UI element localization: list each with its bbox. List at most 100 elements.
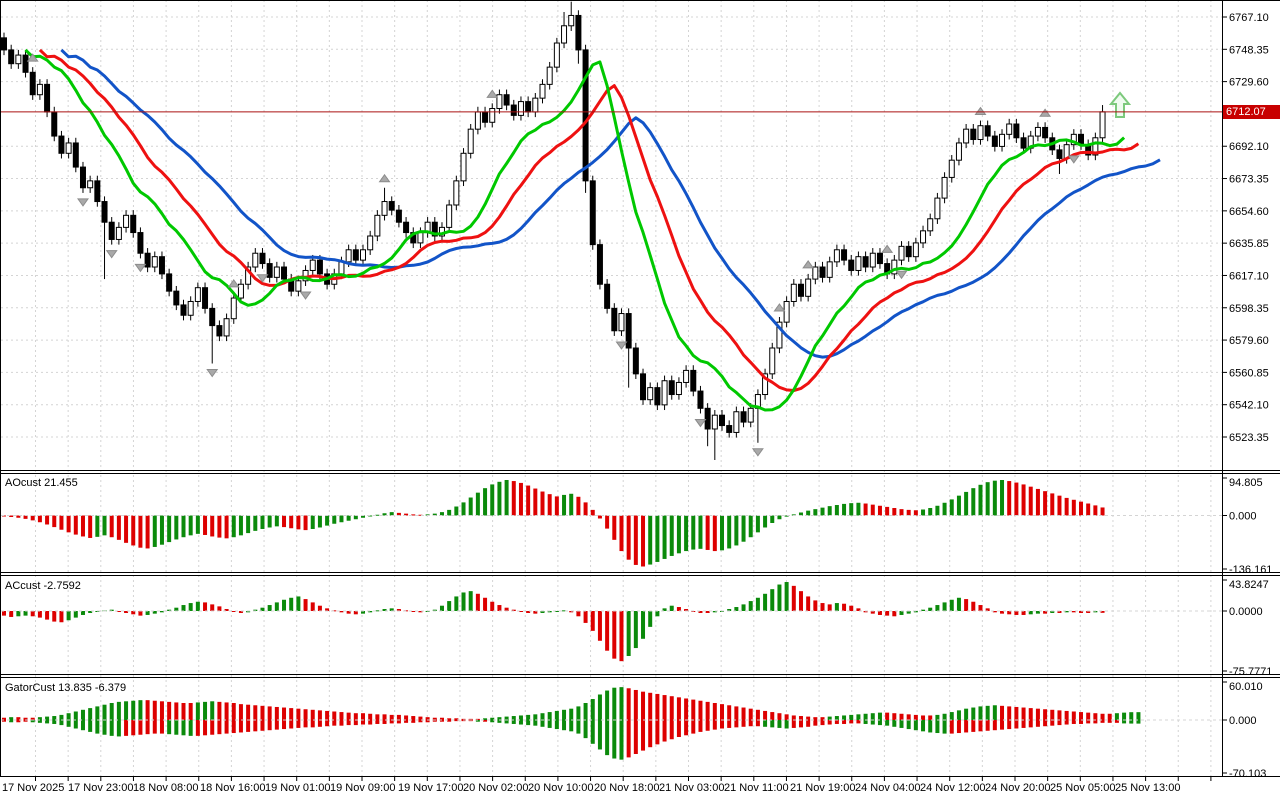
indicator-bar [195,702,200,720]
indicator-bar [353,515,358,520]
time-axis-label: 17 Nov 23:00 [68,782,133,794]
indicator-bar [274,706,279,720]
candle [87,180,94,189]
indicator-bar [404,513,409,516]
indicator-bar [447,509,452,516]
indicator-bar [547,611,552,613]
indicator-bar [619,720,624,760]
candle [711,414,718,430]
indicator-bar [712,720,717,730]
indicator-bar [1014,720,1019,729]
candle [489,107,496,123]
indicator-bar [1079,611,1083,613]
indicator-bar [562,709,567,720]
indicator-bar [956,710,961,720]
indicator-bar [798,512,803,516]
indicator-bar [116,701,121,720]
candle [841,249,848,261]
indicator-bar [461,592,466,611]
indicator-bar [748,708,753,720]
candle [920,230,927,244]
candle [898,245,905,261]
indicator-bar [109,720,114,736]
indicator-bar [411,716,416,720]
candle [259,252,266,265]
indicator-bar [978,484,983,516]
candle [158,256,165,275]
indicator-bar [569,493,574,516]
indicator-bar [935,720,940,734]
indicator-bar [432,717,437,720]
indicator-bar [834,716,839,720]
indicator-bar [2,720,6,722]
indicator-bar [224,515,229,539]
indicator-bar [755,709,760,720]
indicator-bar [763,710,768,720]
candle [403,221,410,234]
indicator-bar [203,720,208,736]
candle [776,321,783,349]
indicator-bar [798,720,803,728]
candle [647,387,654,401]
candle [1020,137,1027,149]
indicator-bar [856,502,861,516]
indicator-bar [641,611,646,639]
indicator-bar [906,720,911,730]
indicator-bar [361,515,365,518]
indicator-bar [246,720,251,732]
indicator-bar [1086,720,1091,724]
indicator-bar [827,604,832,611]
indicator-bar [483,720,488,722]
indicator-bar [339,712,344,720]
indicator-bar [73,515,78,535]
indicator-bar [612,515,617,540]
indicator-bar [942,602,947,611]
indicator-bar [9,611,14,617]
indicator-bar [648,515,653,565]
indicator-bar [626,720,631,758]
candle [955,142,962,161]
indicator-bar [1035,488,1040,516]
candle [726,425,733,433]
indicator-bar [131,700,136,720]
indicator-bar [633,515,638,565]
indicator-bar [16,717,21,720]
indicator-bar [964,708,969,720]
indicator-bar [389,512,394,516]
indicator-bar [641,515,646,567]
indicator-bar [238,611,243,613]
indicator-bar [978,706,983,720]
indicator-bar [30,717,35,720]
indicator-bar [511,481,516,516]
candle [733,411,740,433]
indicator-bar [842,720,847,724]
indicator-bar [382,513,387,516]
indicator-bar [526,611,531,613]
indicator-bar [727,609,732,611]
indicator-bar [784,714,789,720]
candle [216,325,223,337]
indicator-bar [2,717,6,720]
indicator-bar [274,515,279,527]
time-axis-label: 25 Nov 13:00 [1115,782,1180,794]
candle [625,313,632,349]
candle [654,387,661,406]
indicator-bar [856,714,861,720]
indicator-bar [949,599,954,611]
indicator-bar [447,601,452,611]
indicator-bar [346,720,351,726]
candle [1042,126,1049,139]
indicator-bar [23,515,28,519]
indicator-bar [856,608,861,611]
indicator-bar [246,515,251,534]
indicator-bar [246,611,251,613]
indicator-bar [1064,611,1069,613]
indicator-bar [310,720,315,728]
candle [395,209,402,223]
indicator-bar [66,713,71,720]
indicator-bar [59,515,64,530]
indicator-bar [978,720,983,732]
indicator-bar [813,600,818,611]
